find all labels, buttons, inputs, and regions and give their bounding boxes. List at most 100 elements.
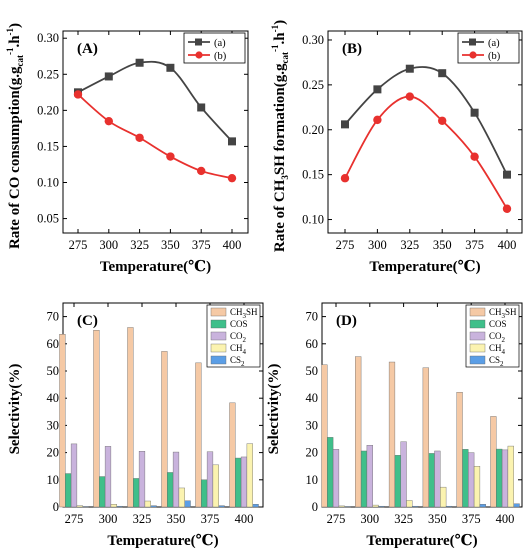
data-point-circle bbox=[73, 90, 83, 99]
label-part: CO bbox=[489, 331, 502, 341]
bar-cos bbox=[394, 455, 401, 508]
legend-swatch bbox=[469, 331, 486, 341]
bar-ch4 bbox=[406, 500, 413, 508]
bar-ch3sh bbox=[93, 330, 100, 508]
legend-label: (a) bbox=[488, 38, 500, 49]
y-tick-label: 30 bbox=[47, 418, 60, 432]
chart-panel-d: 0 10 20 30 40 50 60 70 275 300 325 350 375 400 Tempera… bbox=[266, 302, 523, 549]
legend-swatch bbox=[210, 343, 227, 353]
bar-co2 bbox=[138, 451, 146, 508]
bar-ch3sh bbox=[355, 356, 362, 508]
bar-cs2 bbox=[150, 505, 157, 508]
legend-marker-square bbox=[469, 38, 476, 46]
y-tick-label: 0.05 bbox=[37, 212, 59, 226]
panel-label: (B) bbox=[342, 41, 362, 57]
label-part: SH bbox=[246, 307, 258, 317]
chart-panel-c: 0 10 20 30 40 50 60 70 275 300 325 350 375 400 Tempera… bbox=[7, 302, 264, 549]
x-tick-label: 275 bbox=[65, 512, 84, 526]
y-tick-label: 0.20 bbox=[302, 123, 324, 137]
x-tick-label: 325 bbox=[133, 512, 152, 526]
y-axis-label-part: .h bbox=[272, 32, 288, 45]
legend-label: CH3SH bbox=[489, 307, 517, 320]
y-tick-label: 0.15 bbox=[37, 139, 59, 153]
legend-marker-circle bbox=[469, 51, 477, 59]
data-point-square bbox=[373, 85, 382, 94]
x-tick-label: 375 bbox=[201, 512, 220, 526]
data-point-square bbox=[438, 69, 447, 78]
data-point-circle bbox=[470, 152, 479, 161]
y-axis-label: Rate of CH3SH formation(g.gcat-1.h-1) bbox=[270, 20, 290, 252]
legend-label: (a) bbox=[214, 38, 226, 49]
bar-cs2 bbox=[218, 505, 225, 508]
legend-label: (b) bbox=[214, 51, 227, 62]
bar-cs2 bbox=[445, 505, 453, 508]
x-tick-label: 275 bbox=[336, 238, 355, 252]
legend-marker-circle bbox=[195, 51, 203, 59]
y-tick-label: 0.10 bbox=[302, 213, 324, 227]
x-tick-label: 300 bbox=[360, 512, 379, 526]
data-point-circle bbox=[227, 173, 237, 183]
legend-label: CS2 bbox=[489, 355, 504, 368]
y-axis-label: Selectivity(%) bbox=[7, 364, 23, 455]
label-part: CH bbox=[230, 307, 243, 317]
data-point-square bbox=[135, 58, 144, 67]
bar-ch3sh bbox=[388, 361, 396, 508]
y-tick-label: 10 bbox=[306, 473, 319, 487]
series-line-1 bbox=[77, 93, 233, 180]
bar-co2 bbox=[240, 456, 248, 508]
legend-swatch bbox=[210, 307, 227, 317]
chart-panel-b: 0.10 0.15 0.20 0.25 0.30 275 300 325 350 375 400 Te… bbox=[270, 20, 523, 275]
bar-ch4 bbox=[144, 500, 151, 508]
bar-ch4 bbox=[372, 504, 379, 508]
y-axis-label: Selectivity(%) bbox=[266, 364, 282, 455]
bar-ch4 bbox=[338, 505, 345, 508]
bar-co2 bbox=[468, 452, 475, 508]
bar-co2 bbox=[70, 443, 78, 508]
x-tick-label: 300 bbox=[368, 238, 387, 252]
series-line-1 bbox=[344, 95, 508, 210]
data-point-circle bbox=[166, 152, 175, 161]
bar-cos bbox=[496, 448, 503, 508]
data-point-square bbox=[166, 63, 175, 72]
bar-cos bbox=[360, 450, 368, 508]
data-point-square bbox=[197, 103, 206, 112]
y-tick-label: 0.25 bbox=[37, 67, 59, 81]
bar-ch3sh bbox=[195, 362, 202, 508]
series-line-0 bbox=[77, 60, 233, 142]
legend-marker-square bbox=[195, 38, 202, 46]
legend-swatch bbox=[210, 319, 227, 329]
data-point-square bbox=[341, 120, 349, 129]
label-subscript: 2 bbox=[500, 360, 504, 368]
y-axis-label-part: Rate of CH bbox=[272, 179, 288, 252]
bar-co2 bbox=[434, 450, 441, 508]
x-tick-label: 400 bbox=[235, 512, 254, 526]
bar-ch3sh bbox=[490, 416, 497, 508]
y-tick-label: 20 bbox=[306, 446, 319, 460]
legend-label: CO2 bbox=[230, 331, 247, 344]
plot-frame bbox=[62, 30, 249, 234]
legend-label: CH4 bbox=[230, 343, 247, 356]
label-subscript: 3 bbox=[502, 312, 506, 320]
y-tick-label: 50 bbox=[306, 364, 319, 378]
bar-cs2 bbox=[378, 505, 385, 508]
plot-frame bbox=[327, 30, 523, 234]
bar-ch4 bbox=[178, 487, 185, 508]
label-subscript: 3 bbox=[243, 312, 247, 320]
bar-ch4 bbox=[76, 505, 83, 508]
bar-co2 bbox=[366, 445, 373, 508]
data-point-square bbox=[228, 137, 236, 146]
x-tick-label: 375 bbox=[465, 238, 484, 252]
bar-cs2 bbox=[184, 500, 191, 508]
y-axis-label-part: SH formation(g.g bbox=[272, 63, 288, 175]
bar-ch4 bbox=[110, 504, 117, 508]
x-tick-label: 350 bbox=[167, 512, 186, 526]
y-axis-label-part: .h bbox=[7, 35, 23, 48]
y-tick-label: 0.20 bbox=[37, 103, 59, 117]
legend-box bbox=[183, 32, 246, 64]
y-tick-label: 70 bbox=[47, 310, 60, 324]
bar-ch4 bbox=[246, 443, 253, 508]
y-tick-label: 0 bbox=[312, 500, 318, 514]
legend-label: CO2 bbox=[489, 331, 506, 344]
panel-label: (A) bbox=[77, 41, 98, 57]
